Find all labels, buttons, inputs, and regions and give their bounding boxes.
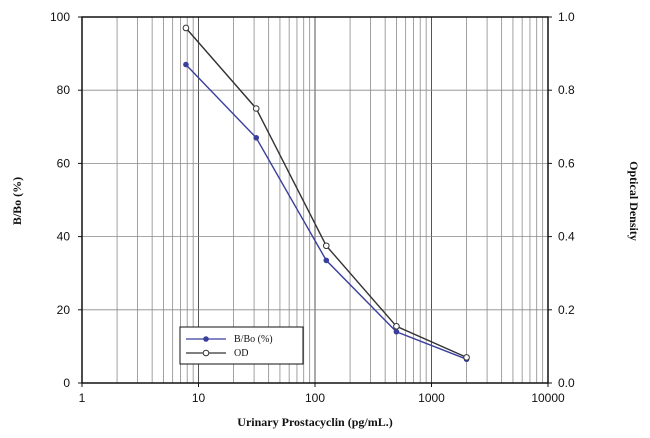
data-point-bbo [183,61,189,68]
legend-label-od: OD [234,348,248,359]
y-right-tick-label: 0.0 [558,376,575,390]
data-point-od [322,242,330,250]
x-tick-label: 10000 [531,391,565,405]
axis-ticks: 1 10 100 1000 10000 0 20 40 60 80 100 0.0 0.2 0.4 0.6 0… [50,10,575,405]
y-right-tick-label: 0.2 [558,303,575,317]
legend: B/Bo (%) OD [179,326,304,365]
series-markers [182,24,470,363]
y-tick-label: 20 [57,303,71,317]
data-point-od [393,322,400,330]
y-tick-label: 80 [57,83,71,97]
series-line-bbo [185,64,467,360]
data-point-od [182,24,190,32]
legend-marker-od [202,349,210,357]
legend-marker-bbo [203,336,209,342]
x-tick-label: 1000 [418,391,445,405]
y-tick-label: 100 [50,10,70,24]
y-right-tick-label: 0.4 [558,230,575,244]
data-point-od [463,354,470,361]
y-right-tick-label: 1.0 [558,10,575,24]
x-tick-label: 10 [192,391,206,405]
x-tick-label: 100 [305,391,325,405]
y-right-tick-label: 0.8 [558,83,575,97]
x-axis-title: Urinary Prostacyclin (pg/mL.) [237,415,392,429]
data-point-bbo [253,134,260,141]
data-point-od [252,105,260,112]
y-tick-label: 60 [57,156,71,170]
y-axis-title: B/Bo (%) [10,177,24,225]
data-point-bbo [323,257,330,264]
chart-grid [81,17,548,383]
legend-box [179,326,304,365]
y-tick-label: 0 [63,376,70,390]
x-tick-label: 1 [79,391,86,405]
series-line-od [185,27,467,359]
y-right-tick-label: 0.6 [558,156,575,170]
data-point-bbo [393,328,400,335]
y-axis-right-title: Optical Density [627,161,641,241]
legend-label-bbo: B/Bo (%) [234,334,273,345]
y-tick-label: 40 [57,230,71,244]
